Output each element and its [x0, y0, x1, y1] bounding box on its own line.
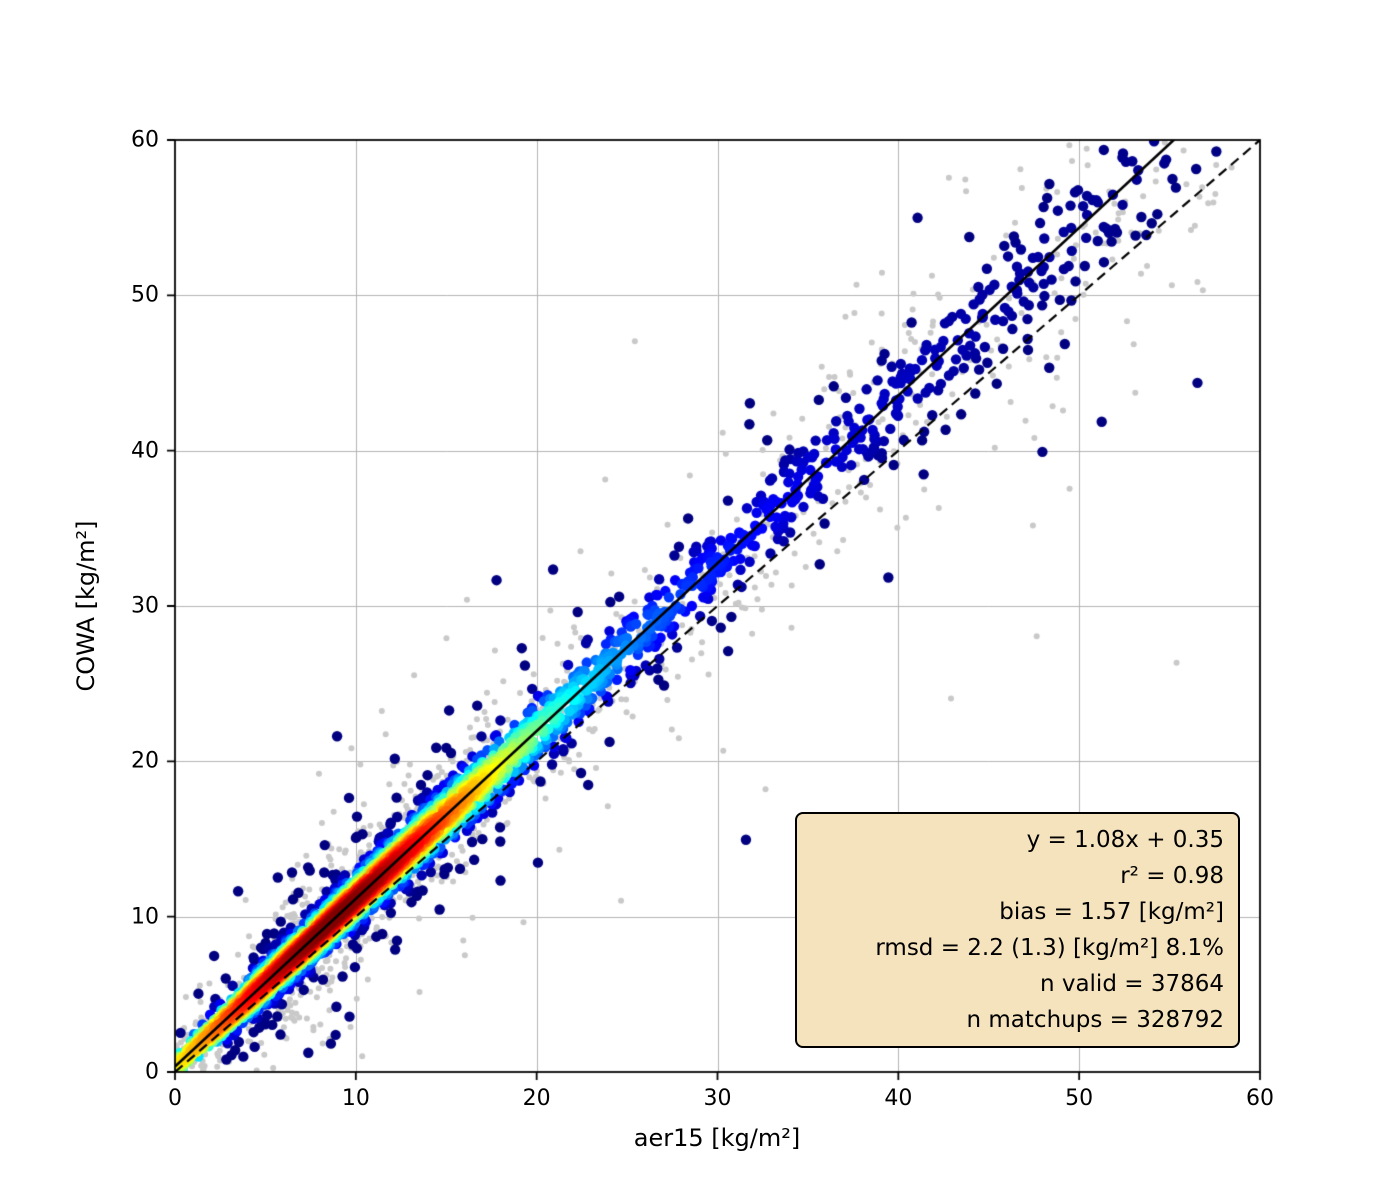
x-tick-label: 20 [522, 1086, 551, 1111]
stats-line-n-matchups: n matchups = 328792 [966, 1007, 1224, 1033]
y-tick-label: 20 [131, 748, 159, 774]
x-tick-label: 0 [168, 1086, 182, 1111]
stats-line-rmsd: rmsd = 2.2 (1.3) [kg/m²] 8.1% [875, 935, 1224, 961]
y-tick-label: 10 [131, 904, 159, 930]
x-tick-label: 60 [1246, 1086, 1274, 1111]
x-tick-label: 10 [341, 1086, 370, 1111]
y-tick-label: 40 [131, 438, 159, 464]
y-tick-label: 30 [131, 593, 159, 619]
x-axis-label: aer15 [kg/m²] [633, 1124, 801, 1152]
stats-line-r2: r² = 0.98 [1120, 863, 1224, 889]
stats-box: y = 1.08x + 0.35 r² = 0.98 bias = 1.57 [… [795, 812, 1240, 1048]
y-tick-label: 50 [131, 282, 159, 308]
x-tick-label: 30 [703, 1086, 732, 1111]
x-tick-label: 50 [1065, 1086, 1094, 1111]
stats-line-n-valid: n valid = 37864 [1039, 971, 1224, 997]
x-tick-label: 40 [884, 1086, 913, 1111]
y-tick-label: 0 [145, 1059, 159, 1085]
y-axis-label: COWA [kg/m²] [72, 520, 100, 692]
stats-line-equation: y = 1.08x + 0.35 [1026, 827, 1224, 853]
stats-line-bias: bias = 1.57 [kg/m²] [999, 899, 1224, 925]
y-tick-label: 60 [131, 127, 159, 153]
